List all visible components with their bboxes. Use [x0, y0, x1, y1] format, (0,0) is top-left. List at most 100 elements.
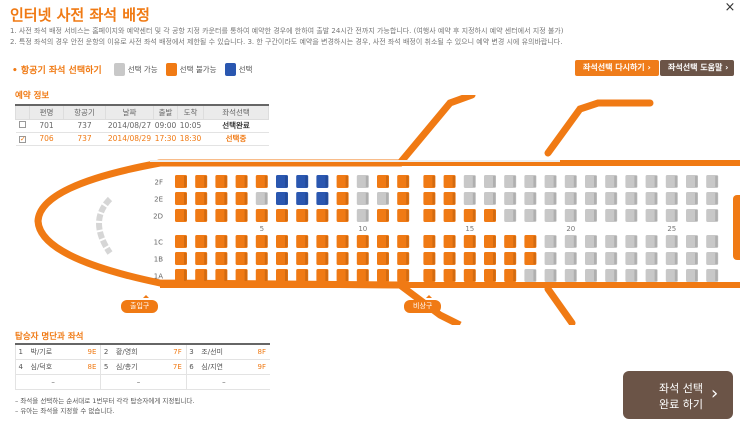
seat[interactable]	[706, 252, 719, 265]
seat[interactable]	[195, 209, 208, 222]
seat[interactable]	[316, 175, 329, 188]
seat[interactable]	[585, 192, 597, 205]
seat[interactable]	[625, 192, 638, 205]
seat-map[interactable]: 2F 2E 2D 1C 1B 1A 5 10 15 20 25	[153, 175, 719, 282]
seat[interactable]	[645, 252, 658, 265]
seat[interactable]	[276, 192, 288, 205]
seat[interactable]	[605, 209, 618, 222]
seat[interactable]	[544, 252, 557, 265]
seat[interactable]	[316, 269, 329, 282]
seat[interactable]	[377, 269, 389, 282]
seat[interactable]	[423, 235, 436, 248]
table-row[interactable]: 701 737 2014/08/27 09:00 10:05 선택완료	[15, 119, 269, 133]
seat[interactable]	[484, 192, 496, 205]
seat[interactable]	[605, 252, 618, 265]
seat[interactable]	[336, 235, 349, 248]
seat[interactable]	[336, 192, 349, 205]
seat[interactable]	[645, 235, 658, 248]
seat[interactable]	[423, 252, 436, 265]
seat[interactable]	[235, 269, 248, 282]
seat[interactable]	[175, 209, 187, 222]
seat[interactable]	[706, 192, 719, 205]
seat[interactable]	[215, 175, 228, 188]
seat[interactable]	[645, 209, 658, 222]
passenger-seat[interactable]	[161, 374, 187, 390]
seat[interactable]	[377, 192, 389, 205]
seat[interactable]	[564, 175, 577, 188]
passenger-seat[interactable]: 9F	[246, 359, 270, 375]
seat[interactable]	[625, 235, 638, 248]
seat[interactable]	[625, 269, 638, 282]
seat[interactable]	[215, 209, 228, 222]
seat[interactable]	[585, 235, 597, 248]
seat[interactable]	[356, 269, 369, 282]
passenger-seat[interactable]: 7E	[161, 359, 187, 375]
seat[interactable]	[504, 175, 517, 188]
seat[interactable]	[463, 192, 476, 205]
seat[interactable]	[296, 252, 309, 265]
seat[interactable]	[706, 269, 719, 282]
seat[interactable]	[504, 235, 517, 248]
seat[interactable]	[524, 252, 537, 265]
seat[interactable]	[255, 269, 268, 282]
seat[interactable]	[665, 235, 678, 248]
seat[interactable]	[397, 175, 410, 188]
seat[interactable]	[235, 175, 248, 188]
seat[interactable]	[585, 209, 597, 222]
seat[interactable]	[255, 235, 268, 248]
seat[interactable]	[316, 252, 329, 265]
seat[interactable]	[397, 269, 410, 282]
seat[interactable]	[397, 209, 410, 222]
seat[interactable]	[463, 235, 476, 248]
seat[interactable]	[255, 209, 268, 222]
flight-checkbox[interactable]	[19, 121, 26, 128]
seat[interactable]	[645, 269, 658, 282]
seat[interactable]	[686, 252, 698, 265]
seat[interactable]	[276, 235, 288, 248]
seat[interactable]	[296, 209, 309, 222]
seat[interactable]	[564, 192, 577, 205]
seat[interactable]	[356, 209, 369, 222]
table-row[interactable]: ✓ 706 737 2014/08/29 17:30 18:30 선택중	[15, 132, 269, 146]
seat[interactable]	[255, 175, 268, 188]
seat[interactable]	[544, 209, 557, 222]
seat[interactable]	[524, 192, 537, 205]
seat[interactable]	[336, 252, 349, 265]
seat[interactable]	[195, 269, 208, 282]
seat[interactable]	[645, 192, 658, 205]
seat[interactable]	[484, 235, 496, 248]
seat[interactable]	[706, 175, 719, 188]
seat[interactable]	[544, 235, 557, 248]
seat[interactable]	[255, 252, 268, 265]
seat[interactable]	[484, 175, 496, 188]
seat[interactable]	[276, 269, 288, 282]
seat[interactable]	[686, 192, 698, 205]
seat[interactable]	[296, 192, 309, 205]
seat[interactable]	[377, 209, 389, 222]
side-scroll-tab[interactable]	[733, 195, 740, 260]
seat[interactable]	[504, 252, 517, 265]
seat[interactable]	[484, 269, 496, 282]
seat[interactable]	[296, 235, 309, 248]
seat[interactable]	[463, 175, 476, 188]
seat[interactable]	[195, 252, 208, 265]
seat[interactable]	[484, 252, 496, 265]
seat[interactable]	[524, 209, 537, 222]
seat[interactable]	[524, 269, 537, 282]
seat[interactable]	[665, 175, 678, 188]
seat[interactable]	[443, 192, 456, 205]
seat[interactable]	[443, 252, 456, 265]
seat[interactable]	[235, 235, 248, 248]
passenger-seat[interactable]: 8E	[75, 359, 101, 375]
seat[interactable]	[686, 235, 698, 248]
seat[interactable]	[686, 269, 698, 282]
seat[interactable]	[484, 209, 496, 222]
seat[interactable]	[585, 252, 597, 265]
seat[interactable]	[377, 252, 389, 265]
seat[interactable]	[397, 192, 410, 205]
seat[interactable]	[356, 192, 369, 205]
seat[interactable]	[175, 269, 187, 282]
passenger-seat[interactable]: 9E	[75, 344, 101, 360]
seat[interactable]	[625, 252, 638, 265]
seat[interactable]	[443, 175, 456, 188]
